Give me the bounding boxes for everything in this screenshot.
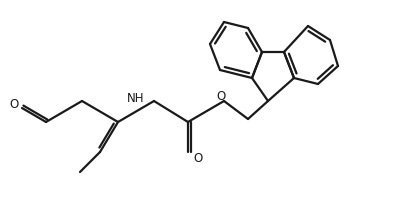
Text: O: O xyxy=(217,90,225,102)
Text: NH: NH xyxy=(127,92,145,104)
Text: O: O xyxy=(194,152,203,164)
Text: O: O xyxy=(9,99,19,112)
